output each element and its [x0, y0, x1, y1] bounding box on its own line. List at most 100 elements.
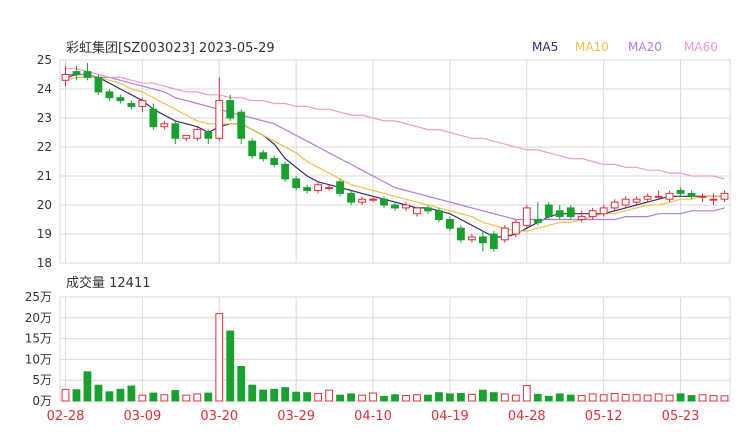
candle-body — [643, 195, 652, 200]
candle-body — [270, 158, 279, 165]
candle — [303, 184, 312, 194]
candle — [698, 193, 707, 203]
candle-body — [676, 190, 685, 194]
candle-body — [391, 204, 399, 209]
volume-bar — [237, 365, 246, 402]
volume-bar — [94, 384, 103, 402]
candle-body — [105, 91, 114, 99]
date-tick-label: 05-23 — [662, 409, 700, 424]
candle — [687, 190, 696, 200]
chart-title: 彩虹集团[SZ003023] 2023-05-29 — [66, 40, 275, 56]
volume-bar — [533, 393, 542, 402]
candle — [489, 231, 498, 252]
volume-bar — [665, 394, 674, 402]
volume-bar — [314, 393, 323, 402]
candle-body — [621, 198, 630, 206]
ma-line-ma10 — [65, 76, 725, 232]
candle — [467, 234, 476, 243]
candle — [522, 205, 531, 229]
candle-body — [500, 227, 509, 241]
volume-bar — [391, 394, 399, 402]
candle — [105, 89, 114, 101]
volume-bar — [72, 389, 81, 402]
volume-bar — [599, 394, 608, 402]
candle-body — [577, 216, 586, 221]
volume-bar — [281, 387, 290, 402]
volume-bar — [215, 313, 224, 402]
candle — [413, 207, 421, 217]
candle-body — [456, 227, 465, 241]
candle-body — [193, 129, 202, 139]
candle — [182, 134, 191, 142]
candle-body — [424, 207, 432, 212]
candle — [709, 193, 718, 205]
candle — [478, 231, 487, 252]
volume-label: 成交量 12411 — [66, 275, 151, 291]
volume-bar — [566, 394, 575, 402]
volume-bar — [105, 391, 114, 402]
candle — [632, 196, 641, 205]
volume-bar — [292, 391, 301, 402]
volume-tick-label: 25万 — [25, 290, 52, 304]
ma-line-ma5 — [65, 73, 725, 238]
volume-bar — [369, 392, 377, 402]
candle-body — [566, 207, 575, 218]
candle — [292, 176, 301, 191]
volume-bar — [380, 395, 388, 402]
volume-bar — [336, 394, 344, 402]
date-tick-label: 03-20 — [200, 409, 238, 424]
date-tick-label: 05-12 — [585, 409, 623, 424]
candle-body — [292, 178, 301, 189]
candle — [160, 120, 169, 130]
candle — [336, 178, 344, 197]
candle — [237, 109, 246, 145]
price-tick-label: 23 — [37, 111, 52, 125]
candle-body — [314, 184, 323, 191]
candle-body — [182, 134, 191, 139]
candle — [676, 187, 685, 197]
volume-bar — [61, 388, 70, 402]
candle — [566, 205, 575, 220]
price-tick-label: 20 — [37, 198, 52, 212]
candle-body — [489, 233, 498, 249]
candle — [347, 190, 355, 205]
volume-bar — [358, 394, 366, 402]
candle — [149, 103, 158, 130]
price-tick-label: 19 — [37, 227, 52, 241]
candle — [314, 181, 323, 194]
candle — [325, 184, 334, 191]
candle-body — [467, 236, 476, 241]
volume-bar — [676, 393, 685, 402]
volume-plot-frame — [59, 296, 731, 402]
candle-body — [446, 219, 454, 229]
candle — [610, 199, 619, 211]
candle-body — [138, 100, 147, 107]
candle — [94, 74, 103, 95]
volume-bar — [544, 395, 553, 402]
candle — [193, 126, 202, 142]
ma-line-ma60 — [65, 68, 725, 180]
candle — [599, 205, 608, 217]
candle — [226, 94, 235, 121]
candle — [369, 196, 377, 203]
candle-body — [720, 192, 729, 200]
candle-body — [61, 74, 70, 81]
candle — [720, 190, 729, 203]
volume-bar — [489, 392, 498, 402]
candle-body — [380, 198, 388, 206]
volume-bar — [413, 394, 421, 402]
moving-average-layer — [65, 68, 725, 238]
candle-body — [522, 207, 531, 226]
volume-bar — [511, 394, 520, 402]
volume-bar — [182, 394, 191, 402]
volume-tick-label: 0万 — [32, 394, 52, 408]
volume-bar — [402, 395, 410, 402]
volume-bar — [325, 389, 334, 402]
date-tick-label: 04-10 — [354, 409, 392, 424]
candle — [204, 129, 213, 145]
volume-bar — [621, 393, 630, 402]
candle-body — [237, 111, 246, 139]
candle — [171, 120, 180, 145]
candle — [358, 196, 366, 205]
